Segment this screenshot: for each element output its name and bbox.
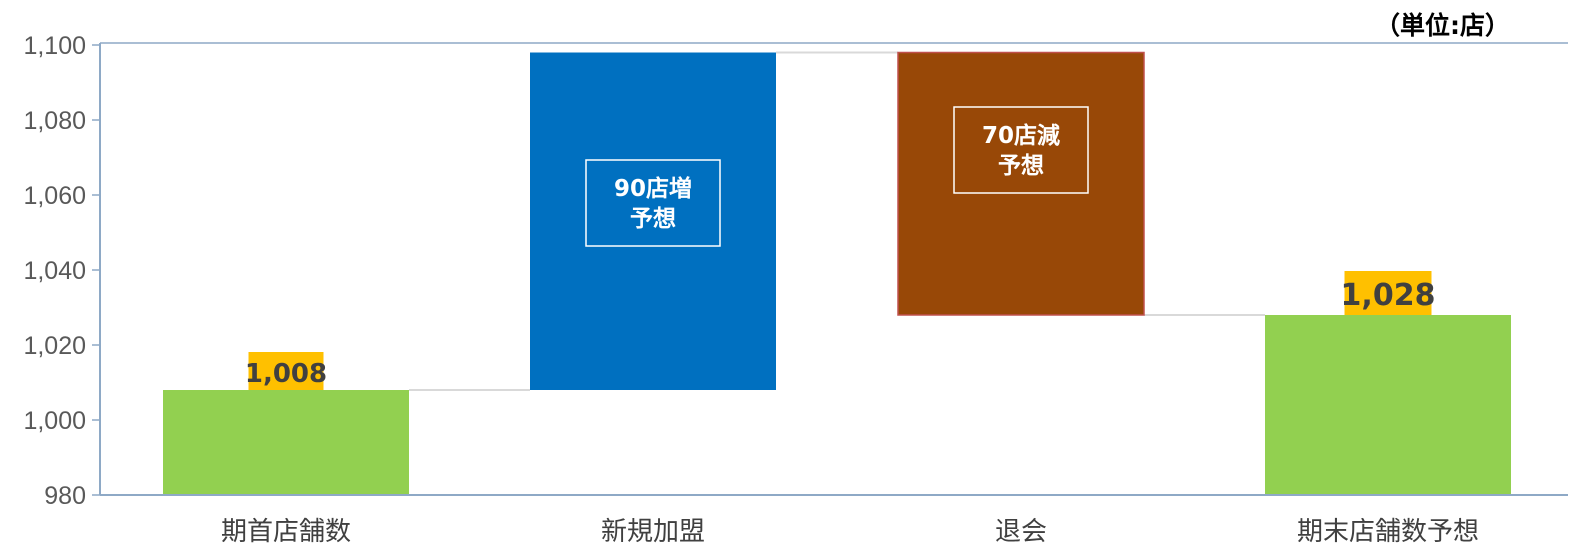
category-label: 期首店舗数 [221, 517, 351, 547]
y-tick-label: 1,060 [23, 182, 86, 210]
value-label-bg [1344, 271, 1432, 315]
callout-text: 予想 [998, 153, 1044, 179]
value-label: 1,008 [245, 359, 327, 389]
category-label: 期末店舗数予想 [1297, 517, 1479, 547]
value-label: 1,028 [1341, 278, 1436, 313]
bar-2-increase [530, 52, 776, 390]
y-tick-label: 1,000 [23, 407, 86, 435]
value-label-bg [248, 352, 324, 390]
connector-lines [409, 51, 1265, 391]
y-tick-label: 980 [44, 482, 86, 510]
y-tick-label: 1,100 [23, 32, 86, 60]
unit-label: （単位:店） [1375, 11, 1510, 40]
bar-3-decrease [897, 51, 1145, 316]
category-label: 新規加盟 [601, 517, 705, 547]
bars [163, 51, 1511, 495]
value-labels: 1,008 1,028 [245, 271, 1436, 390]
y-tick-label: 1,040 [23, 257, 86, 285]
callout-text: 予想 [630, 206, 676, 232]
category-labels: 期首店舗数 新規加盟 退会 期末店舗数予想 [221, 517, 1479, 547]
bar-4-total [1265, 315, 1511, 495]
y-tick-label: 1,080 [23, 107, 86, 135]
callout-box [953, 106, 1089, 194]
bar-1-total [163, 390, 409, 495]
y-tick-labels: 980 1,000 1,020 1,040 1,060 1,080 1,100 [23, 32, 100, 510]
callout-text: 90店増 [614, 175, 692, 202]
callout-text: 70店減 [982, 123, 1060, 149]
callout-box [585, 159, 721, 247]
category-label: 退会 [995, 517, 1047, 547]
y-tick-label: 1,020 [23, 332, 86, 360]
